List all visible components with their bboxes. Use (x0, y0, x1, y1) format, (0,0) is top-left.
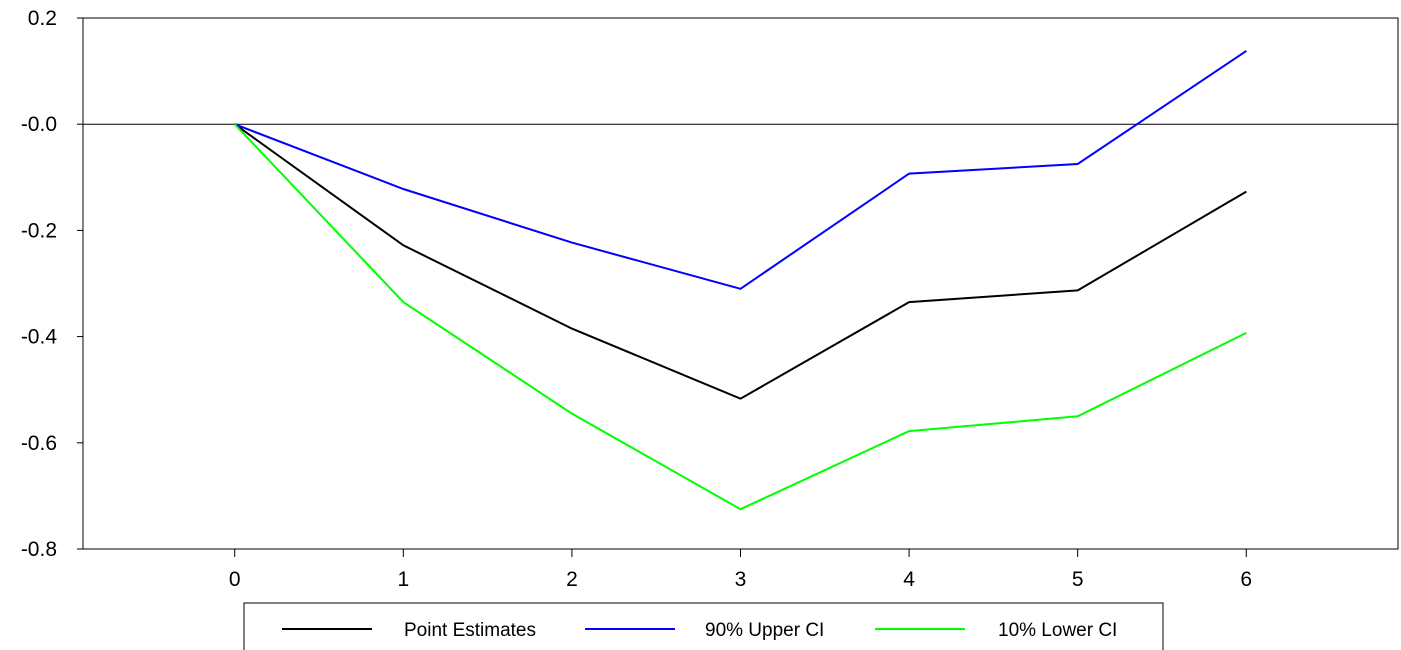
x-tick-label: 3 (735, 568, 747, 591)
series-line-1 (234, 123, 1247, 400)
legend: Point Estimates 90% Upper CI 10% Lower CI (243, 602, 1164, 650)
y-tick-label: -0.0 (21, 113, 57, 136)
legend-box (243, 602, 1164, 650)
x-tick-label: 2 (566, 568, 578, 591)
series-layer (233, 50, 1247, 511)
plot-frame (82, 17, 1399, 550)
x-tick-label: 0 (229, 568, 241, 591)
legend-label: 90% Upper CI (705, 620, 824, 641)
y-tick-label: -0.6 (21, 432, 57, 455)
x-tick-label: 1 (397, 568, 409, 591)
y-tick-label: -0.8 (21, 538, 57, 561)
y-axis: 0.2 -0.0 -0.2 -0.4 -0.6 -0.8 (21, 7, 83, 561)
y-tick-label: 0.2 (28, 7, 57, 30)
y-tick-label: -0.2 (21, 219, 57, 242)
series-line-3 (233, 123, 1247, 511)
series-line-2 (234, 50, 1247, 290)
x-axis: 0 1 2 3 4 5 6 (229, 549, 1252, 591)
x-tick-label: 5 (1072, 568, 1084, 591)
legend-label: 10% Lower CI (998, 620, 1117, 641)
x-tick-label: 4 (903, 568, 915, 591)
x-tick-label: 6 (1240, 568, 1252, 591)
y-tick-label: -0.4 (21, 326, 58, 349)
legend-label: Point Estimates (404, 620, 536, 641)
